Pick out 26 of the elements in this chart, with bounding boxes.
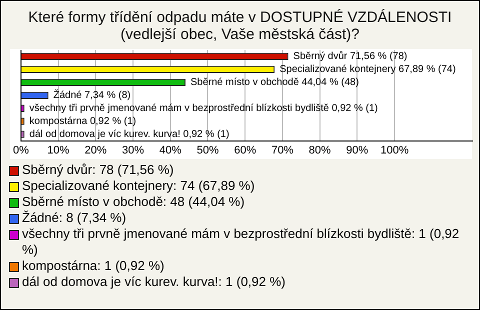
- x-tick-label: 70%: [271, 144, 294, 156]
- x-tick-label: 80%: [308, 144, 332, 156]
- text: Sběrné místo v obchodě: 48 (44,04 %): [22, 194, 245, 210]
- data-label: Specializované kontejnery 67,89 % (74): [280, 64, 456, 76]
- x-tick-label: 60%: [234, 144, 256, 156]
- data-label: Žádné 7,34 % (8): [53, 89, 131, 102]
- x-tick-label: 50%: [196, 144, 219, 156]
- x-tick-label: 100%: [380, 144, 409, 156]
- data-label: dál od domova je víc kurev. kurva! 0,92 % (1): [29, 129, 230, 140]
- text: kompostárna: 1 (0,92 %): [22, 258, 164, 274]
- x-tick-label: 0%: [12, 144, 30, 156]
- data-label: Sběrný dvůr 71,56 % (78): [293, 50, 408, 62]
- data-label: Sběrné místo v obchodě 44,04 % (48): [190, 77, 359, 88]
- x-tick-label: 30%: [122, 144, 144, 156]
- x-tick-label: 20%: [84, 144, 107, 156]
- text: všechny tři prvně jmenované mám v bezprostřední blízkosti bydliště: 1 (0,92 %): [22, 226, 460, 258]
- x-tick-label: 90%: [346, 144, 368, 156]
- text: Specializované kontejnery: 74 (67,89 %): [22, 178, 255, 194]
- text: dál od domova je víc kurev. kurva!: 1 (0,92 %): [22, 274, 286, 290]
- text: Žádné: 8 (7,34 %): [22, 210, 126, 226]
- data-label: všechny tři prvně jmenované mám v bezprostřední blízkosti bydliště 0,92 % (1): [29, 103, 378, 114]
- text: Sběrný dvůr: 78 (71,56 %): [22, 162, 174, 178]
- x-tick-label: 10%: [47, 144, 70, 156]
- data-label: kompostárna 0,92 % (1): [29, 116, 136, 128]
- chart-title: Které formy třídění odpadu máte v DOSTUPNÉ VZDÁLENOSTI (vedlejší obec, Vaše městská část)?: [27, 8, 453, 43]
- x-tick-label: 40%: [159, 144, 182, 156]
